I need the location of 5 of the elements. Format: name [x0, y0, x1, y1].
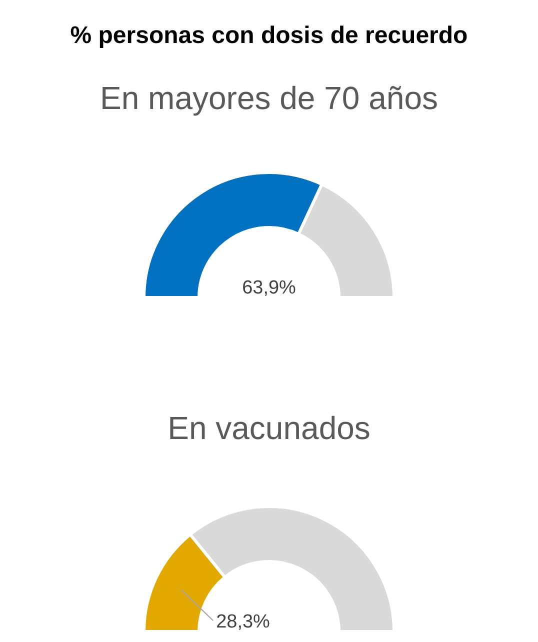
data-label: 28,3%: [216, 612, 270, 632]
chart-title: % personas con dosis de recuerdo: [69, 22, 469, 51]
data-label: 63,9%: [242, 278, 296, 298]
chart-title: En vacunados: [166, 410, 372, 447]
chart-subtitle: En mayores de 70 años: [99, 80, 439, 117]
